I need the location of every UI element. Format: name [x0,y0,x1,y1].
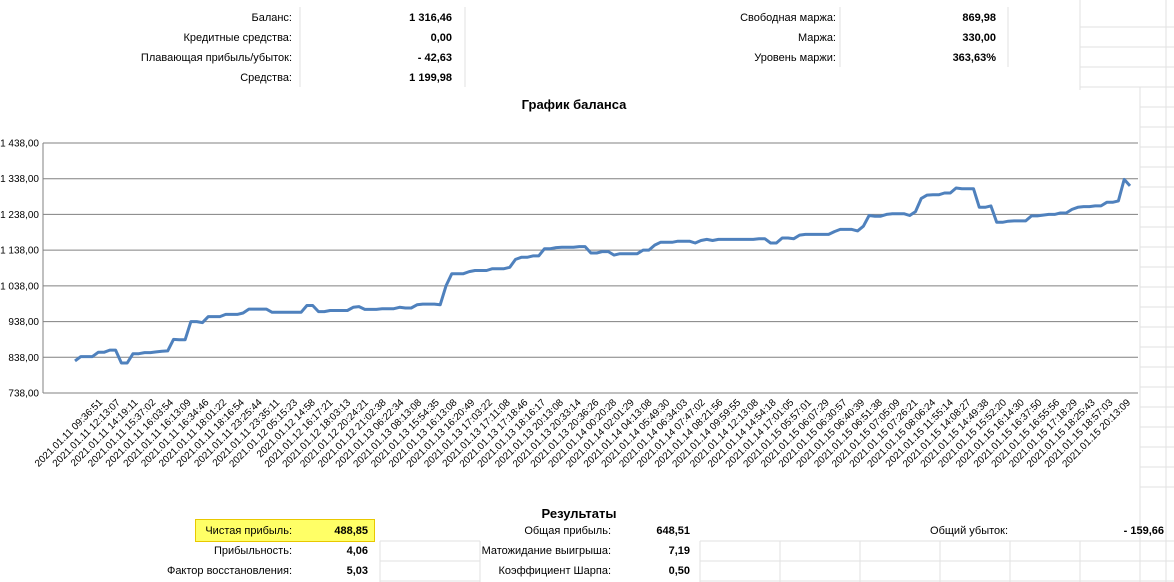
profitability-label: Прибыльность: [213,545,292,557]
sharpe-ratio-label: Коэффициент Шарпа: [498,565,611,577]
free-margin-value: 869,98 [962,12,996,24]
credit-value: 0,00 [430,32,452,44]
y-tick-label: 1 438,00 [0,139,39,150]
expected-payoff-label: Матожидание выигрыша: [481,545,611,557]
gross-profit-value: 648,51 [656,525,690,537]
profitability-value: 4,06 [346,545,368,557]
results-title: Результаты [541,506,617,521]
credit-label: Кредитные средства: [183,32,292,44]
y-tick-label: 1 338,00 [0,174,39,185]
sharpe-ratio-value: 0,50 [668,565,690,577]
y-tick-label: 1 238,00 [0,210,39,221]
balance-line [74,177,1132,365]
gross-profit-label: Общая прибыль: [524,525,611,537]
gross-loss-label: Общий убыток: [930,525,1008,537]
net-profit-value: 488,85 [334,525,368,537]
net-profit-highlight [195,519,375,542]
gross-loss-value: - 159,66 [1123,525,1164,537]
y-tick-label: 838,00 [8,353,39,364]
recovery-factor-label: Фактор восстановления: [166,565,292,577]
balance-value: 1 316,46 [409,12,452,24]
net-profit-label: Чистая прибыль: [205,525,292,537]
equity-value: 1 199,98 [409,72,452,84]
y-tick-label: 1 038,00 [0,281,39,292]
recovery-factor-value: 5,03 [346,565,368,577]
y-tick-label: 938,00 [8,317,39,328]
margin-label: Маржа: [797,32,836,44]
margin-level-value: 363,63% [952,52,996,64]
expected-payoff-value: 7,19 [668,545,690,557]
y-tick-label: 738,00 [8,389,39,400]
equity-label: Средства: [240,72,292,84]
free-margin-label: Свободная маржа: [740,12,836,24]
y-tick-label: 1 138,00 [0,246,39,257]
floating-pl-value: - 42,63 [417,52,452,64]
chart-title: График баланса [521,97,627,112]
balance-chart: 738,00 838,00 938,00 1 038,00 1 138,00 1 238,… [0,139,1138,470]
margin-value: 330,00 [962,32,996,44]
balance-label: Баланс: [251,12,292,24]
floating-pl-label: Плавающая прибыль/убыток: [140,52,292,64]
margin-level-label: Уровень маржи: [754,52,836,64]
